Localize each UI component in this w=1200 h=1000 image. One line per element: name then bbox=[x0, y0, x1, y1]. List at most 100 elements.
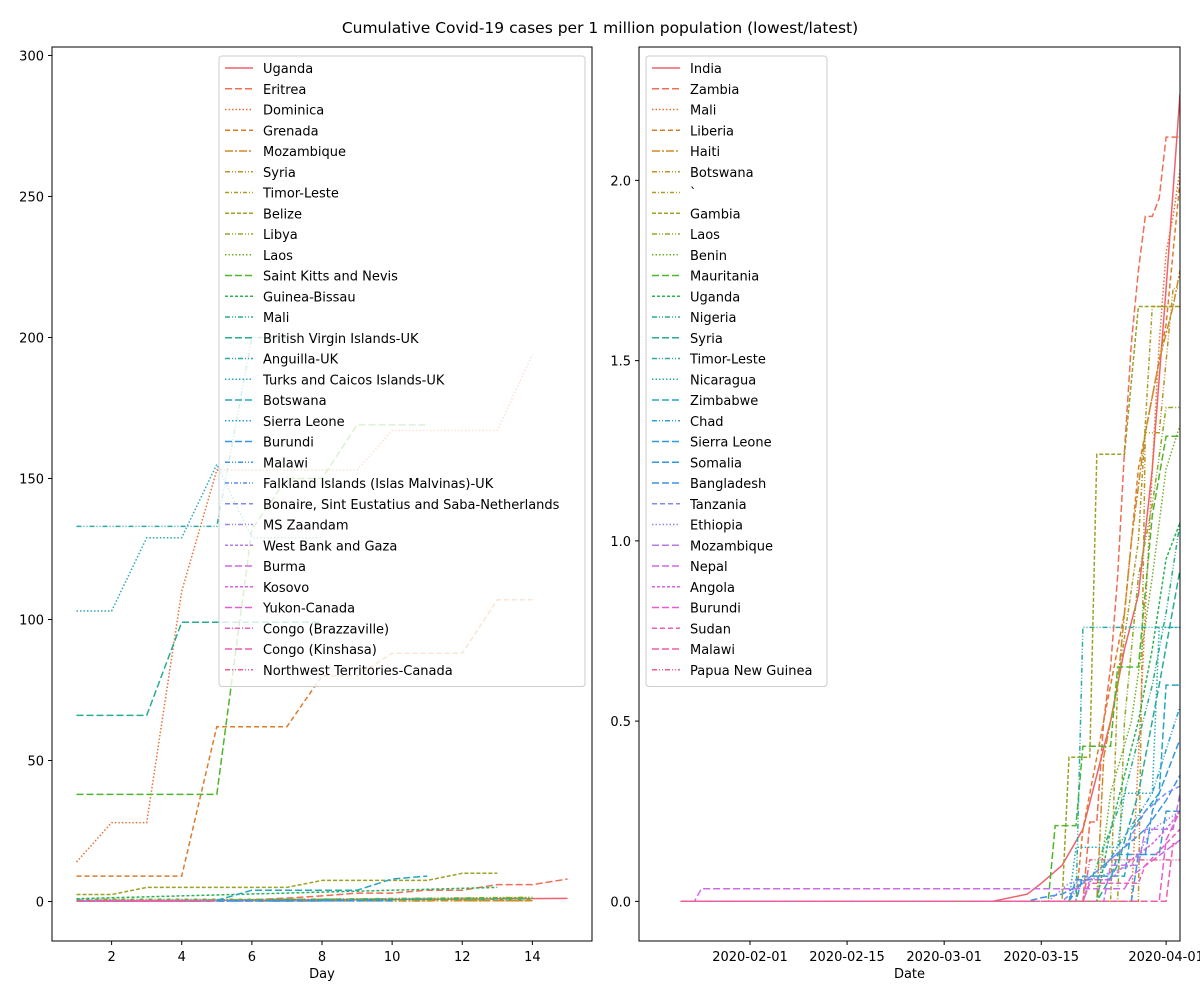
legend-label: Kosovo bbox=[263, 581, 309, 596]
series-line-mozambique bbox=[680, 793, 1180, 903]
legend-label: Benin bbox=[690, 249, 727, 264]
legend-box bbox=[218, 55, 586, 687]
legend-label: Congo (Kinshasa) bbox=[263, 643, 377, 658]
x-tick-label: 12 bbox=[454, 950, 471, 965]
legend: Uganda Eritrea Dominica Grenada Mozambique Sy… bbox=[218, 55, 586, 687]
legend-item: Tanzania bbox=[652, 498, 747, 513]
legend-label: Burundi bbox=[263, 436, 314, 451]
legend-item: ` bbox=[652, 187, 697, 202]
legend-label: Laos bbox=[690, 228, 720, 243]
figure-title: Cumulative Covid-19 cases per 1 million … bbox=[342, 19, 858, 37]
left-chart-panel: 2 4 6 8 10 12 14 0 50 100 150 200 250 300 Day Uganda Eri… bbox=[19, 46, 593, 982]
legend-label: Papua New Guinea bbox=[690, 664, 812, 679]
legend-label: Gambia bbox=[690, 207, 741, 222]
legend-label: Nicaragua bbox=[690, 373, 756, 388]
series-line-burundi bbox=[680, 810, 1180, 903]
y-tick-label: 2.0 bbox=[610, 174, 631, 189]
series-line-tanzania bbox=[680, 785, 1180, 903]
legend-item: Haiti bbox=[652, 145, 720, 160]
legend-item: Laos bbox=[225, 249, 293, 264]
legend-label: Botswana bbox=[690, 166, 754, 181]
legend-item: Northwest Territories-Canada bbox=[225, 664, 453, 679]
legend-item: Syria bbox=[652, 332, 723, 347]
legend-label: ` bbox=[690, 187, 697, 202]
series-line-uganda bbox=[680, 522, 1180, 903]
legend-item: Ethiopia bbox=[652, 519, 743, 534]
legend-label: Mozambique bbox=[690, 539, 773, 554]
legend-label: Uganda bbox=[263, 62, 313, 77]
legend-item: Sierra Leone bbox=[652, 436, 772, 451]
y-tick-label: 50 bbox=[27, 755, 44, 770]
legend-item: Benin bbox=[652, 249, 727, 264]
x-tick-label: 8 bbox=[318, 950, 326, 965]
legend-item: Syria bbox=[225, 166, 296, 181]
legend-label: Sierra Leone bbox=[263, 415, 345, 430]
series-line-zambia bbox=[680, 136, 1180, 903]
series-line-northwest-territories-canada bbox=[76, 899, 217, 902]
x-tick-label: 2 bbox=[107, 950, 115, 965]
legend-label: Timor-Leste bbox=[689, 353, 766, 368]
legend-label: Nigeria bbox=[690, 311, 737, 326]
legend-item: Chad bbox=[652, 415, 724, 430]
legend-item: Dominica bbox=[225, 104, 324, 119]
legend-label: Congo (Brazzaville) bbox=[263, 622, 389, 637]
legend-label: Burundi bbox=[690, 602, 741, 617]
legend-label: Mali bbox=[263, 311, 289, 326]
x-axis-label: Date bbox=[894, 967, 925, 982]
legend-item: Uganda bbox=[225, 62, 313, 77]
x-axis-label: Day bbox=[309, 967, 335, 982]
series-line-haiti bbox=[680, 270, 1180, 903]
series-line-belize bbox=[76, 872, 498, 896]
series-line-british-virgin-islands-uk bbox=[76, 621, 322, 717]
series-line-angola bbox=[680, 810, 1180, 903]
legend-label: Chad bbox=[690, 415, 724, 430]
legend-item: Mali bbox=[652, 104, 716, 119]
legend-item: Guinea-Bissau bbox=[225, 290, 356, 305]
legend-label: Bonaire, Sint Eustatius and Saba-Netherl… bbox=[263, 498, 560, 513]
legend-item: British Virgin Islands-UK bbox=[225, 332, 419, 347]
legend-item: Eritrea bbox=[225, 83, 306, 98]
series-line-sudan bbox=[680, 828, 1180, 903]
y-tick-label: 1.5 bbox=[610, 355, 631, 370]
legend-item: Timor-Leste bbox=[225, 187, 339, 202]
x-tick-label: 10 bbox=[384, 950, 401, 965]
x-tick-label: 2020-02-01 bbox=[712, 950, 788, 965]
legend-item: Libya bbox=[225, 228, 298, 243]
legend-label: Ethiopia bbox=[690, 519, 743, 534]
legend-label: India bbox=[690, 62, 722, 77]
legend-item: Malawi bbox=[225, 456, 308, 471]
legend-label: Bangladesh bbox=[690, 477, 766, 492]
legend-label: Malawi bbox=[263, 456, 308, 471]
legend-label: Zambia bbox=[690, 83, 739, 98]
series-line-benin bbox=[680, 425, 1180, 903]
legend-item: MS Zaandam bbox=[225, 519, 349, 534]
legend-item: Congo (Kinshasa) bbox=[225, 643, 377, 658]
legend-label: Burma bbox=[263, 560, 306, 575]
legend-label: Anguilla-UK bbox=[263, 353, 339, 368]
x-tick-label: 2020-03-01 bbox=[906, 950, 982, 965]
legend-label: Eritrea bbox=[263, 83, 306, 98]
legend-label: Syria bbox=[263, 166, 296, 181]
y-tick-label: 150 bbox=[19, 472, 44, 487]
legend-label: Saint Kitts and Nevis bbox=[263, 270, 398, 285]
series-line-guinea-bissau bbox=[76, 886, 498, 900]
x-tick-label: 14 bbox=[524, 950, 541, 965]
legend-label: Uganda bbox=[690, 290, 740, 305]
legend-item: Mozambique bbox=[652, 539, 773, 554]
legend-item: Nigeria bbox=[652, 311, 737, 326]
legend-item: Timor-Leste bbox=[652, 353, 766, 368]
y-tick-label: 300 bbox=[19, 49, 44, 64]
series-line-india bbox=[680, 93, 1180, 903]
series-line-somalia bbox=[680, 738, 1180, 903]
legend-item: West Bank and Gaza bbox=[225, 539, 397, 554]
legend-label: Mauritania bbox=[690, 270, 759, 285]
legend-item: Malawi bbox=[652, 643, 735, 658]
y-tick-label: 0.5 bbox=[610, 715, 631, 730]
legend-item: Angola bbox=[652, 581, 735, 596]
legend-label: Somalia bbox=[690, 456, 742, 471]
legend-label: Belize bbox=[263, 207, 302, 222]
axes-frame bbox=[638, 46, 1181, 942]
legend-label: Syria bbox=[690, 332, 723, 347]
series-line-botswana bbox=[76, 875, 428, 902]
